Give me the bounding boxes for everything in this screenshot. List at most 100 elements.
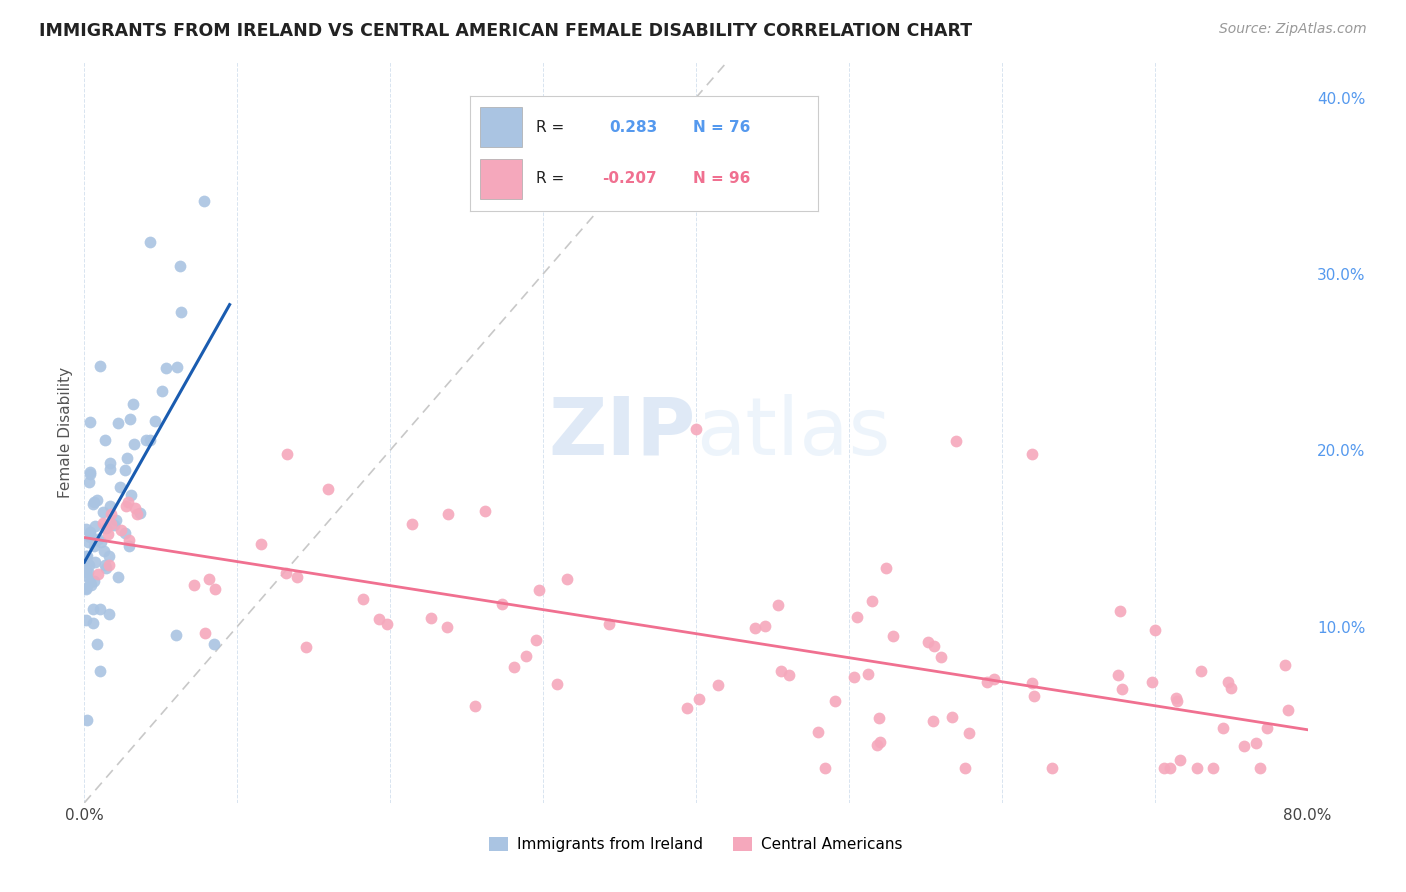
Point (110, 480, 132, 494)
Point (75, 582, 97, 596)
Point (170, 304, 193, 318)
Point (1212, 721, 1234, 735)
Point (84, 519, 107, 533)
Point (90, 534, 112, 549)
Point (754, 619, 776, 633)
Point (76, 569, 98, 583)
Point (87, 532, 110, 546)
Point (118, 412, 141, 426)
Point (89, 602, 111, 616)
Text: atlas: atlas (696, 393, 890, 472)
Point (98, 456, 121, 470)
Point (82, 601, 104, 615)
Point (193, 194, 215, 209)
Point (75, 554, 97, 568)
Point (75, 549, 97, 564)
Point (1153, 760, 1175, 774)
Point (676, 701, 699, 715)
Point (276, 447, 298, 461)
Point (1244, 736, 1267, 750)
Point (79, 527, 101, 541)
Point (1185, 760, 1208, 774)
Point (114, 525, 136, 540)
Point (107, 570, 129, 584)
Point (882, 629, 904, 643)
Point (1140, 675, 1163, 690)
Point (86, 492, 108, 507)
Point (420, 611, 443, 625)
Point (744, 622, 766, 636)
Point (77, 475, 100, 489)
Point (114, 463, 136, 477)
Point (436, 620, 458, 634)
Point (83, 494, 105, 508)
Legend: Immigrants from Ireland, Central Americans: Immigrants from Ireland, Central America… (484, 830, 908, 858)
Point (93, 544, 115, 558)
Point (957, 726, 980, 740)
Point (768, 598, 790, 612)
Point (1256, 721, 1278, 735)
Point (198, 572, 221, 586)
Point (98, 607, 121, 622)
Point (83, 555, 105, 569)
Point (89, 664, 111, 678)
Point (82, 615, 104, 630)
Point (845, 609, 868, 624)
Point (80, 578, 103, 592)
Point (824, 694, 846, 708)
Point (375, 616, 398, 631)
Point (83, 539, 105, 553)
Point (685, 422, 707, 436)
Point (436, 507, 458, 521)
Point (183, 577, 205, 591)
Point (91, 516, 114, 531)
Point (117, 495, 139, 509)
Point (120, 488, 142, 502)
Point (1166, 694, 1188, 708)
Point (929, 649, 952, 664)
Point (155, 360, 177, 375)
Point (82, 497, 104, 511)
Point (98, 549, 121, 564)
Point (1022, 689, 1045, 703)
Point (352, 592, 374, 607)
Point (98, 558, 121, 573)
Point (1277, 703, 1299, 717)
Point (169, 259, 191, 273)
Point (94, 433, 117, 447)
Point (474, 504, 496, 518)
Point (118, 540, 141, 554)
Point (79, 467, 101, 481)
Point (93, 558, 115, 573)
Point (491, 597, 513, 611)
Point (100, 499, 122, 513)
Point (1021, 676, 1043, 690)
Point (143, 414, 166, 428)
Point (204, 582, 226, 596)
Point (869, 711, 891, 725)
Point (76, 549, 98, 564)
Point (139, 433, 162, 447)
Point (150, 384, 173, 398)
Point (115, 499, 138, 513)
Point (77, 558, 100, 572)
Point (100, 507, 122, 521)
Point (1202, 760, 1225, 774)
Point (1249, 760, 1271, 774)
Point (94, 521, 117, 535)
Point (75, 565, 97, 579)
Point (285, 570, 308, 584)
Point (1109, 604, 1132, 618)
Point (922, 639, 945, 653)
Point (502, 660, 524, 674)
Text: Source: ZipAtlas.com: Source: ZipAtlas.com (1219, 22, 1367, 37)
Point (79, 465, 101, 479)
Point (89, 359, 111, 373)
Point (194, 625, 217, 640)
Point (77, 565, 100, 579)
Point (1216, 675, 1239, 690)
Point (98, 462, 121, 476)
Point (546, 676, 568, 690)
Point (866, 738, 889, 752)
Point (976, 675, 998, 690)
